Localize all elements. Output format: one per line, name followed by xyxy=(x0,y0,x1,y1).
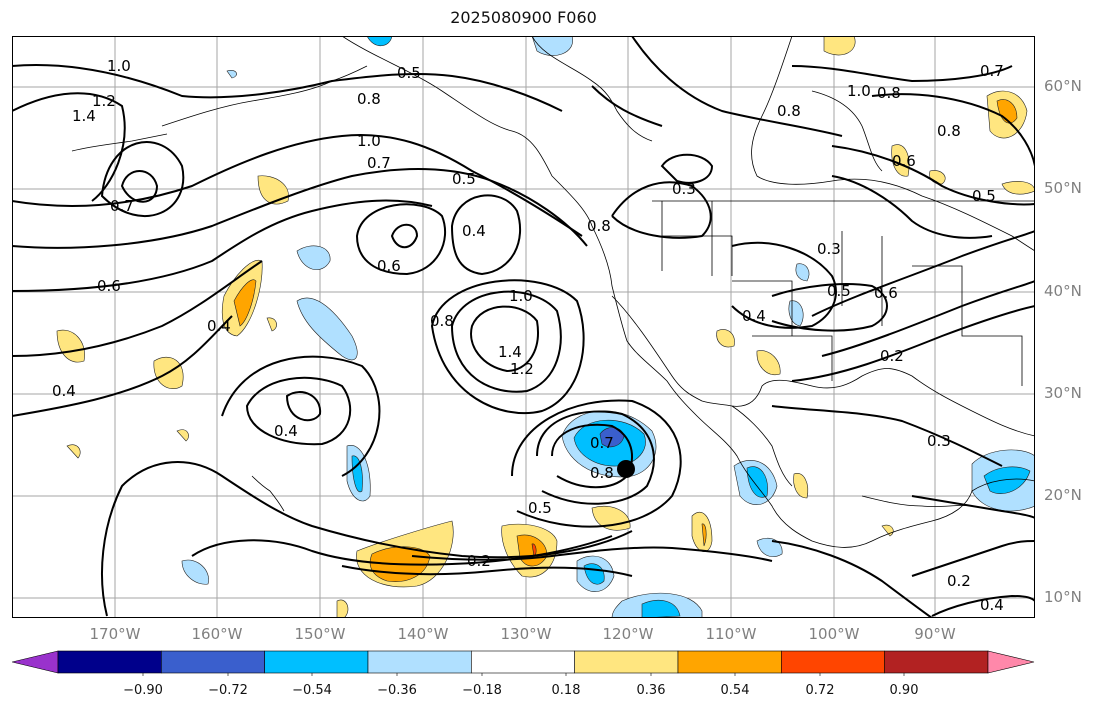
contour-label: 0.8 xyxy=(587,217,611,235)
lon-label: 170°W xyxy=(89,625,141,643)
contour-label: 0.6 xyxy=(377,257,401,275)
contour-label: 0.5 xyxy=(452,170,476,188)
contour-label: 0.3 xyxy=(672,180,696,198)
colorbar-segment xyxy=(264,650,369,674)
contour-label: 0.5 xyxy=(397,64,421,82)
colorbar-tick-label: 0.54 xyxy=(720,683,750,698)
colorbar-extend-max xyxy=(987,650,1035,674)
map-frame xyxy=(12,36,1035,618)
contour-label: 0.5 xyxy=(972,187,996,205)
contour-label: 0.5 xyxy=(827,282,851,300)
contour-label: 0.6 xyxy=(874,284,898,302)
lon-label: 100°W xyxy=(808,625,860,643)
contour-label: 0.2 xyxy=(880,347,904,365)
colorbar-segment xyxy=(884,650,989,674)
contour-label: 0.8 xyxy=(877,84,901,102)
lon-label: 140°W xyxy=(397,625,449,643)
contour-label: 0.7 xyxy=(367,154,391,172)
lat-label: 40°N xyxy=(1044,282,1082,300)
colorbar-tick-label: 0.36 xyxy=(636,683,666,698)
colorbar-tick-label: −0.36 xyxy=(377,683,417,698)
contour-label: 0.8 xyxy=(430,312,454,330)
lat-label: 30°N xyxy=(1044,384,1082,402)
map-svg: 1.0 1.4 1.2 0.7 0.5 0.8 1.0 0.7 0.5 0.4 … xyxy=(12,36,1035,618)
colorbar-segment xyxy=(57,650,162,674)
colorbar-tick-label: −0.54 xyxy=(292,683,332,698)
colorbar-extend-min xyxy=(12,650,59,674)
contour-label: 0.7 xyxy=(590,434,614,452)
colorbar-segment xyxy=(161,650,265,674)
contour-label: 0.2 xyxy=(947,572,971,590)
colorbar-tick-label: −0.72 xyxy=(208,683,248,698)
graticule xyxy=(12,36,1035,618)
lon-label: 110°W xyxy=(705,625,757,643)
lat-label: 10°N xyxy=(1044,588,1082,606)
contour-label: 0.4 xyxy=(52,382,76,400)
storm-center-marker xyxy=(617,460,635,478)
contour-label: 1.2 xyxy=(510,360,534,378)
colorbar-tick-label: 0.90 xyxy=(889,683,919,698)
shaded-fields xyxy=(56,36,1035,618)
contour-label: 0.3 xyxy=(817,240,841,258)
lon-label: 160°W xyxy=(191,625,243,643)
contour-label: 1.2 xyxy=(92,92,116,110)
colorbar-segment xyxy=(367,650,472,674)
colorbar-segment xyxy=(574,650,679,674)
contour-label: 0.6 xyxy=(97,277,121,295)
lat-label: 50°N xyxy=(1044,179,1082,197)
lon-label: 90°W xyxy=(914,625,956,643)
contour-label: 0.3 xyxy=(927,432,951,450)
map-panel: 1.0 1.4 1.2 0.7 0.5 0.8 1.0 0.7 0.5 0.4 … xyxy=(12,36,1035,618)
contour-label: 1.0 xyxy=(847,82,871,100)
colorbar xyxy=(12,650,1035,676)
plot-title: 2025080900 F060 xyxy=(450,8,597,27)
contour-label: 0.4 xyxy=(462,222,486,240)
contour-label: 0.8 xyxy=(777,102,801,120)
contour-label: 0.4 xyxy=(207,317,231,335)
contour-label: 0.7 xyxy=(980,62,1004,80)
contour-lines xyxy=(12,36,1035,618)
lon-label: 150°W xyxy=(294,625,346,643)
contour-label: 1.0 xyxy=(107,57,131,75)
colorbar-tick-label: 0.72 xyxy=(805,683,835,698)
lat-label: 60°N xyxy=(1044,77,1082,95)
contour-label: 0.4 xyxy=(742,307,766,325)
contour-label: 1.0 xyxy=(509,287,533,305)
contour-label: 0.4 xyxy=(980,596,1004,614)
lon-label: 120°W xyxy=(602,625,654,643)
colorbar-tick-label: 0.18 xyxy=(551,683,581,698)
lon-label: 130°W xyxy=(500,625,552,643)
contour-label: 0.4 xyxy=(274,422,298,440)
contour-label: 0.8 xyxy=(937,122,961,140)
lat-label: 20°N xyxy=(1044,486,1082,504)
contour-label-group: 1.0 1.4 1.2 0.7 0.5 0.8 1.0 0.7 0.5 0.4 … xyxy=(52,57,1004,614)
contour-label: 1.0 xyxy=(357,132,381,150)
colorbar-segment xyxy=(471,650,575,674)
contour-label: 0.8 xyxy=(590,464,614,482)
contour-label: 1.4 xyxy=(72,107,96,125)
contour-label: 0.7 xyxy=(110,197,134,215)
colorbar-tick-label: −0.90 xyxy=(123,683,163,698)
colorbar-segment xyxy=(677,650,782,674)
contour-label: 0.2 xyxy=(467,552,491,570)
contour-label: 1.4 xyxy=(498,343,522,361)
colorbar-tick-label: −0.18 xyxy=(462,683,502,698)
colorbar-segment xyxy=(781,650,885,674)
contour-label: 0.6 xyxy=(892,152,916,170)
contour-label: 0.8 xyxy=(357,90,381,108)
contour-label: 0.5 xyxy=(528,499,552,517)
